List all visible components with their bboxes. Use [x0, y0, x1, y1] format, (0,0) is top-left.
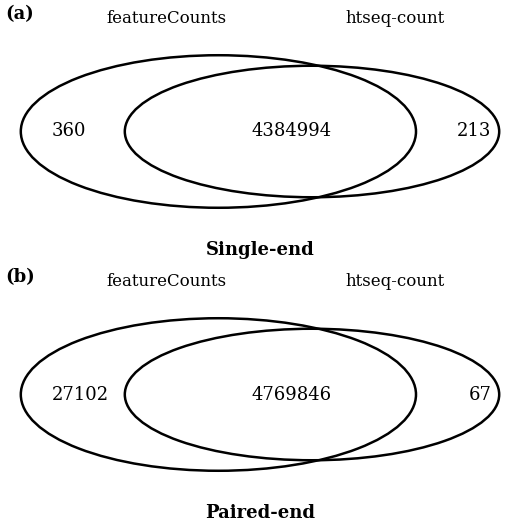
- Text: (b): (b): [5, 268, 35, 286]
- Text: featureCounts: featureCounts: [106, 10, 227, 27]
- Text: 213: 213: [457, 123, 491, 140]
- Text: Paired-end: Paired-end: [205, 504, 315, 522]
- Text: 360: 360: [52, 123, 86, 140]
- Text: featureCounts: featureCounts: [106, 273, 227, 290]
- Text: 67: 67: [469, 386, 491, 403]
- Text: htseq-count: htseq-count: [346, 10, 445, 27]
- Text: 4769846: 4769846: [251, 386, 331, 403]
- Text: Single-end: Single-end: [205, 241, 315, 259]
- Text: (a): (a): [5, 5, 34, 23]
- Text: 27102: 27102: [52, 386, 109, 403]
- Text: htseq-count: htseq-count: [346, 273, 445, 290]
- Text: 4384994: 4384994: [251, 123, 331, 140]
